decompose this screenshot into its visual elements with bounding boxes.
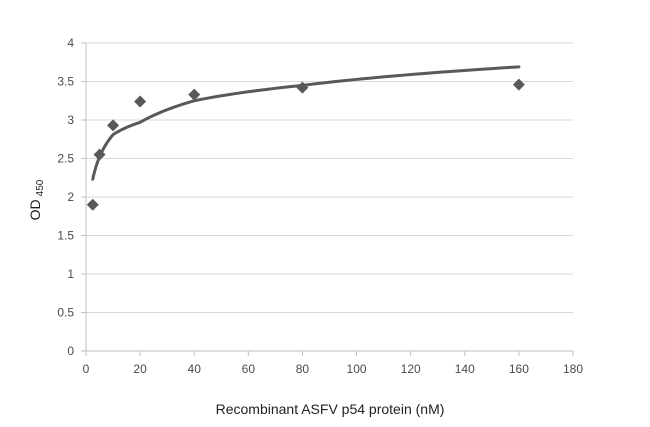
x-tick-label: 0 [83, 362, 90, 376]
data-point [296, 81, 309, 94]
x-tick-label: 180 [563, 362, 583, 376]
trendline-layer [91, 65, 521, 181]
axis-layer [81, 42, 574, 356]
data-point [86, 198, 99, 211]
y-tick-label: 3.5 [57, 75, 74, 89]
x-tick-label: 20 [133, 362, 147, 376]
y-tick-label: 2 [67, 190, 74, 204]
x-tick-label: 80 [296, 362, 310, 376]
y-tick-label: 0.5 [57, 306, 74, 320]
y-tick-label: 3 [67, 113, 74, 127]
tick-label-layer: 0 20 40 60 80 100 120 140 160 180 0 0.5 1 1.5 2 2.5 3 3.5… [57, 36, 583, 376]
x-tick-label: 140 [455, 362, 475, 376]
x-tick-label: 40 [188, 362, 202, 376]
x-axis-title: Recombinant ASFV p54 protein (nM) [216, 401, 445, 417]
y-tick-label: 4 [67, 36, 74, 50]
y-tick-label: 1.5 [57, 229, 74, 243]
data-point [188, 88, 201, 101]
x-tick-label: 120 [401, 362, 421, 376]
y-axis-title: OD 450 [27, 179, 46, 220]
grid-layer [86, 42, 573, 313]
data-point [93, 148, 106, 161]
y-tick-label: 0 [67, 344, 74, 358]
trendline [91, 65, 521, 181]
points-layer [86, 78, 525, 211]
x-tick-label: 60 [242, 362, 256, 376]
y-axis-title-subscript: 450 [35, 179, 46, 196]
y-tick-label: 2.5 [57, 152, 74, 166]
x-tick-label: 100 [347, 362, 367, 376]
data-point [107, 119, 120, 132]
data-point [512, 78, 525, 91]
data-point [134, 95, 147, 108]
y-axis-title-main: OD [27, 199, 43, 220]
x-tick-label: 160 [509, 362, 529, 376]
y-tick-label: 1 [67, 267, 74, 281]
